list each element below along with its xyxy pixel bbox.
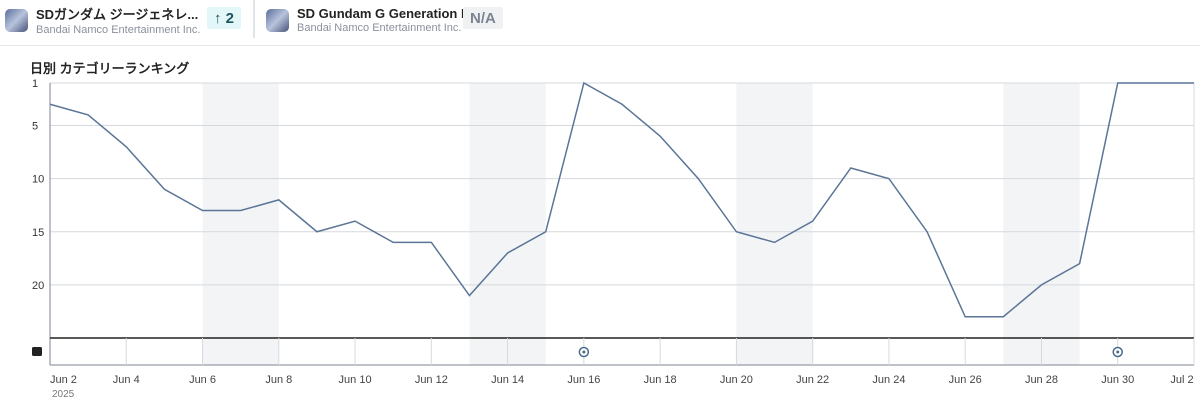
x-tick-label: Jun 26 xyxy=(949,374,982,386)
app-icon xyxy=(266,8,289,32)
rank-change-badge: N/A xyxy=(463,7,503,29)
divider xyxy=(253,0,255,38)
y-tick-label: 1 xyxy=(32,78,38,90)
app-publisher: Bandai Namco Entertainment Inc. xyxy=(36,24,201,36)
y-tick-label: 5 xyxy=(32,121,38,133)
x-tick-label: Jun 18 xyxy=(644,374,677,386)
add-note-icon[interactable] xyxy=(32,347,42,356)
x-tick-label: Jun 20 xyxy=(720,374,753,386)
weekend-band xyxy=(469,83,546,365)
x-tick-label: Jun 30 xyxy=(1101,374,1134,386)
x-tick-label: Jun 4 xyxy=(113,374,140,386)
y-tick-label: 15 xyxy=(32,227,44,239)
weekend-band xyxy=(1003,83,1080,365)
x-tick-label: Jun 8 xyxy=(265,374,292,386)
rank-change-badge: ↑ 2 xyxy=(207,7,242,29)
x-tick-label: Jun 24 xyxy=(872,374,905,386)
app-card-2[interactable]: SD Gundam G Generation E... Bandai Namco… xyxy=(266,4,480,36)
x-tick-label: Jun 16 xyxy=(567,374,600,386)
y-tick-label: 10 xyxy=(32,174,44,186)
x-tick-label: Jun 22 xyxy=(796,374,829,386)
app-comparison-header: SDガンダム ジージェネレ... Bandai Namco Entertainm… xyxy=(0,0,1200,46)
x-tick-label: Jun 28 xyxy=(1025,374,1058,386)
x-tick-label: Jul 2 xyxy=(1170,374,1193,386)
app-icon xyxy=(5,8,28,32)
x-tick-label: Jun 10 xyxy=(339,374,372,386)
x-tick-label: Jun 2 xyxy=(50,374,77,386)
app-publisher: Bandai Namco Entertainment Inc. xyxy=(297,22,462,34)
chart-title: 日別 カテゴリーランキング xyxy=(30,61,190,76)
weekend-band xyxy=(736,83,813,365)
app-name: SD Gundam G Generation E... xyxy=(297,6,481,21)
annotation-marker-dot xyxy=(582,350,586,354)
x-tick-label: Jun 6 xyxy=(189,374,216,386)
y-tick-label: 20 xyxy=(32,280,44,292)
annotation-marker-dot xyxy=(1116,350,1120,354)
weekend-band xyxy=(202,83,279,365)
series-line xyxy=(49,81,1194,318)
x-tick-label: Jun 14 xyxy=(491,374,524,386)
app-name: SDガンダム ジージェネレ... xyxy=(36,7,199,22)
x-tick-label: Jun 12 xyxy=(415,374,448,386)
year-label: 2025 xyxy=(52,389,75,400)
app-card-1[interactable]: SDガンダム ジージェネレ... Bandai Namco Entertainm… xyxy=(5,4,200,36)
